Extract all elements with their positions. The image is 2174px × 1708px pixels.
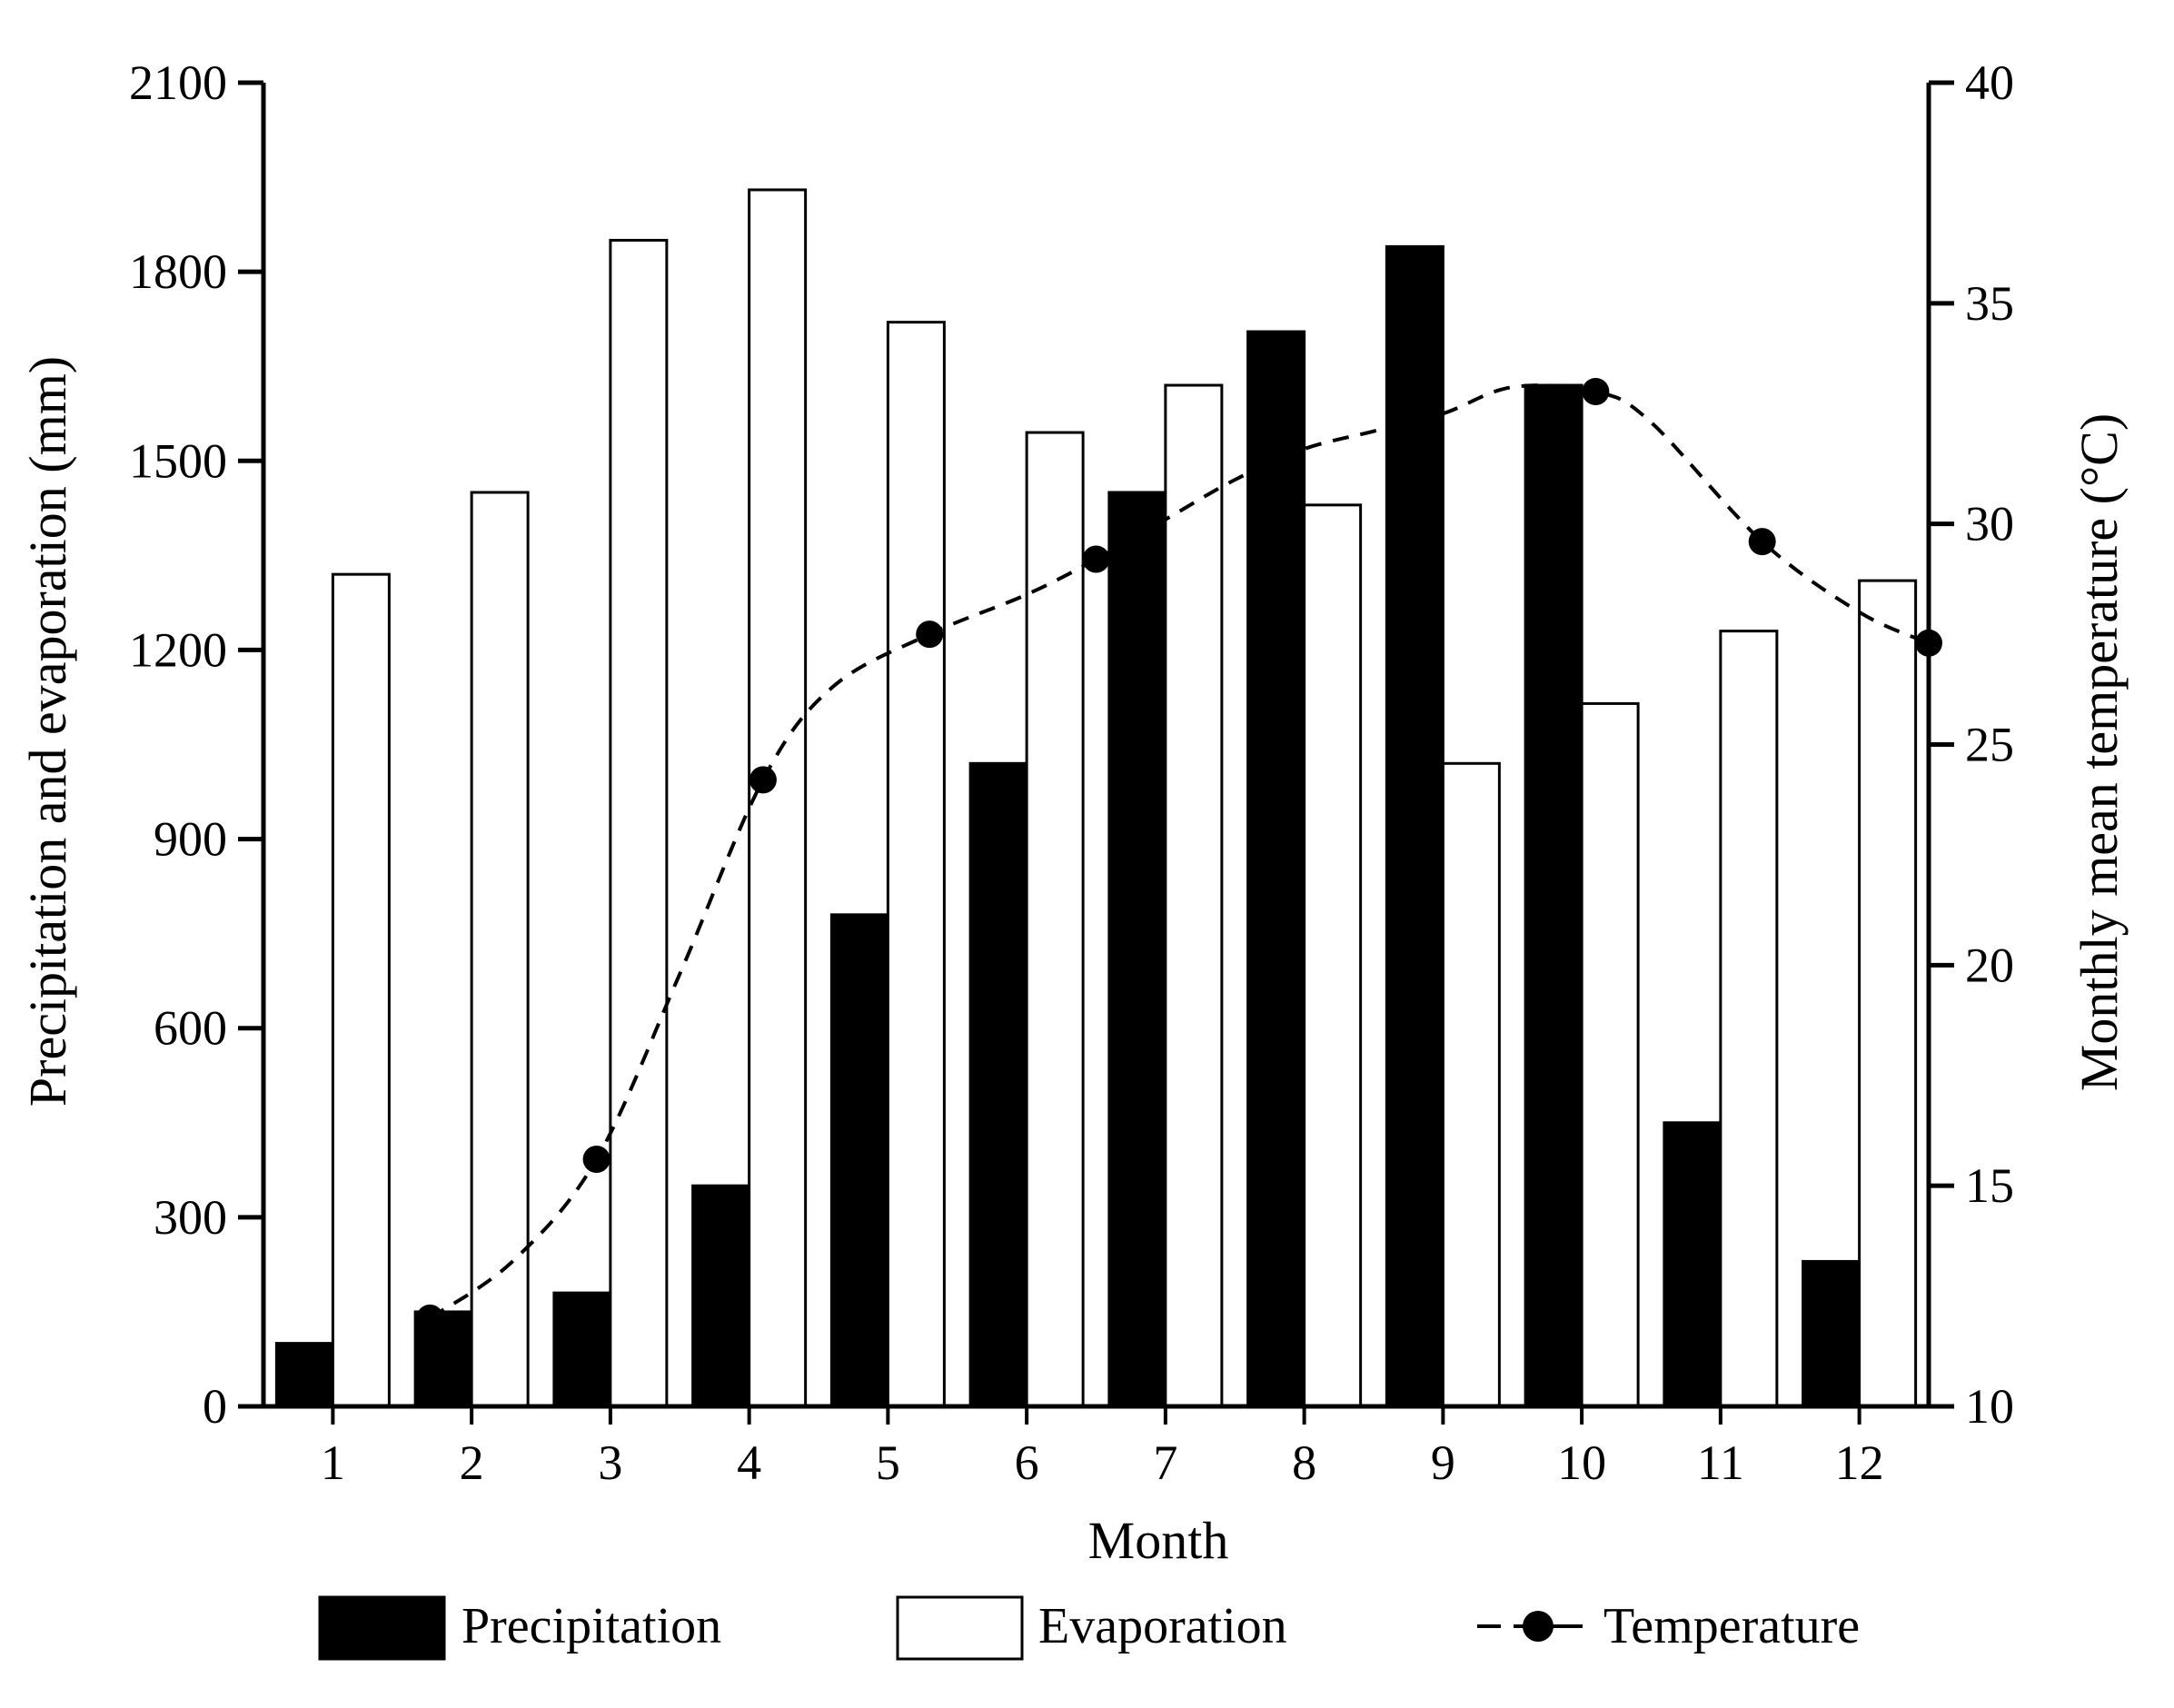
temperature-point <box>749 766 777 794</box>
axes: 0300600900120015001800210010152025303540… <box>129 55 2014 1490</box>
precipitation-bar <box>691 1184 751 1408</box>
y-tick-label: 900 <box>154 812 227 867</box>
temperature-point <box>582 1146 611 1174</box>
x-tick-label: 12 <box>1835 1435 1884 1490</box>
precipitation-bar <box>1385 244 1444 1408</box>
x-tick-label: 8 <box>1292 1435 1316 1490</box>
temperature-point <box>1748 528 1776 556</box>
legend: Precipitation Evaporation Temperature <box>318 1595 1860 1661</box>
y2-tick-label: 35 <box>1965 276 2014 331</box>
y2-tick-label: 25 <box>1965 718 2014 772</box>
legend-precipitation-swatch <box>318 1595 446 1661</box>
x-tick-label: 5 <box>876 1435 900 1490</box>
evaporation-bar <box>1441 761 1501 1408</box>
temperature-point <box>1582 377 1610 405</box>
evaporation-bar <box>609 238 669 1408</box>
evaporation-bar <box>331 572 391 1408</box>
x-axis-title: Month <box>1088 1511 1229 1570</box>
temperature-point <box>916 621 944 649</box>
evaporation-bar <box>1025 431 1085 1408</box>
y2-tick-label: 10 <box>1965 1379 2014 1434</box>
legend-evaporation-swatch <box>896 1595 1024 1661</box>
x-tick-label: 11 <box>1697 1435 1744 1490</box>
legend-temperature-marker <box>1523 1611 1554 1642</box>
precipitation-bar <box>1802 1259 1861 1408</box>
x-tick-label: 9 <box>1431 1435 1455 1490</box>
precipitation-bar <box>552 1291 612 1408</box>
precipitation-bar <box>1246 330 1306 1408</box>
y-tick-label: 1500 <box>129 433 227 488</box>
y-tick-label: 1200 <box>129 622 227 677</box>
precipitation-bar <box>968 761 1028 1408</box>
legend-temperature-label: Temperature <box>1603 1598 1860 1654</box>
precipitation-bar <box>274 1342 334 1408</box>
y-tick-label: 600 <box>154 1001 227 1056</box>
evaporation-bar <box>1858 579 1918 1408</box>
precipitation-bar <box>1107 491 1167 1408</box>
y-tick-label: 300 <box>154 1190 227 1245</box>
legend-precipitation-label: Precipitation <box>462 1598 721 1654</box>
y-tick-label: 0 <box>203 1379 227 1434</box>
y-axis-title: Precipitation and evaporation (mm) <box>18 356 77 1107</box>
x-tick-label: 1 <box>321 1435 345 1490</box>
y-tick-label: 1800 <box>129 244 227 299</box>
x-tick-label: 6 <box>1015 1435 1039 1490</box>
temperature-point <box>416 1304 444 1332</box>
evaporation-bar <box>470 491 530 1408</box>
plot-area <box>274 188 1942 1408</box>
y2-tick-label: 15 <box>1965 1158 2014 1213</box>
x-tick-label: 10 <box>1557 1435 1606 1490</box>
legend-evaporation-label: Evaporation <box>1038 1598 1287 1654</box>
evaporation-bar <box>886 321 946 1408</box>
y2-tick-label: 20 <box>1965 938 2014 992</box>
x-tick-label: 2 <box>460 1435 484 1490</box>
evaporation-bar <box>1580 701 1640 1408</box>
precipitation-bar <box>1524 383 1583 1408</box>
temperature-point <box>1082 545 1110 573</box>
precipitation-bar <box>1663 1121 1722 1408</box>
precipitation-bar <box>829 913 889 1408</box>
y2-tick-label: 40 <box>1965 55 2014 110</box>
x-tick-label: 7 <box>1153 1435 1177 1490</box>
y-tick-label: 2100 <box>129 55 227 110</box>
evaporation-bar <box>748 188 808 1408</box>
evaporation-bar <box>1719 630 1779 1408</box>
x-tick-label: 4 <box>737 1435 761 1490</box>
y2-tick-label: 30 <box>1965 497 2014 551</box>
evaporation-bar <box>1303 503 1363 1408</box>
y2-axis-title: Monthly mean temperature (°C) <box>2070 413 2129 1091</box>
temperature-line <box>429 383 1930 1320</box>
evaporation-bar <box>1164 383 1224 1408</box>
x-tick-label: 3 <box>598 1435 622 1490</box>
